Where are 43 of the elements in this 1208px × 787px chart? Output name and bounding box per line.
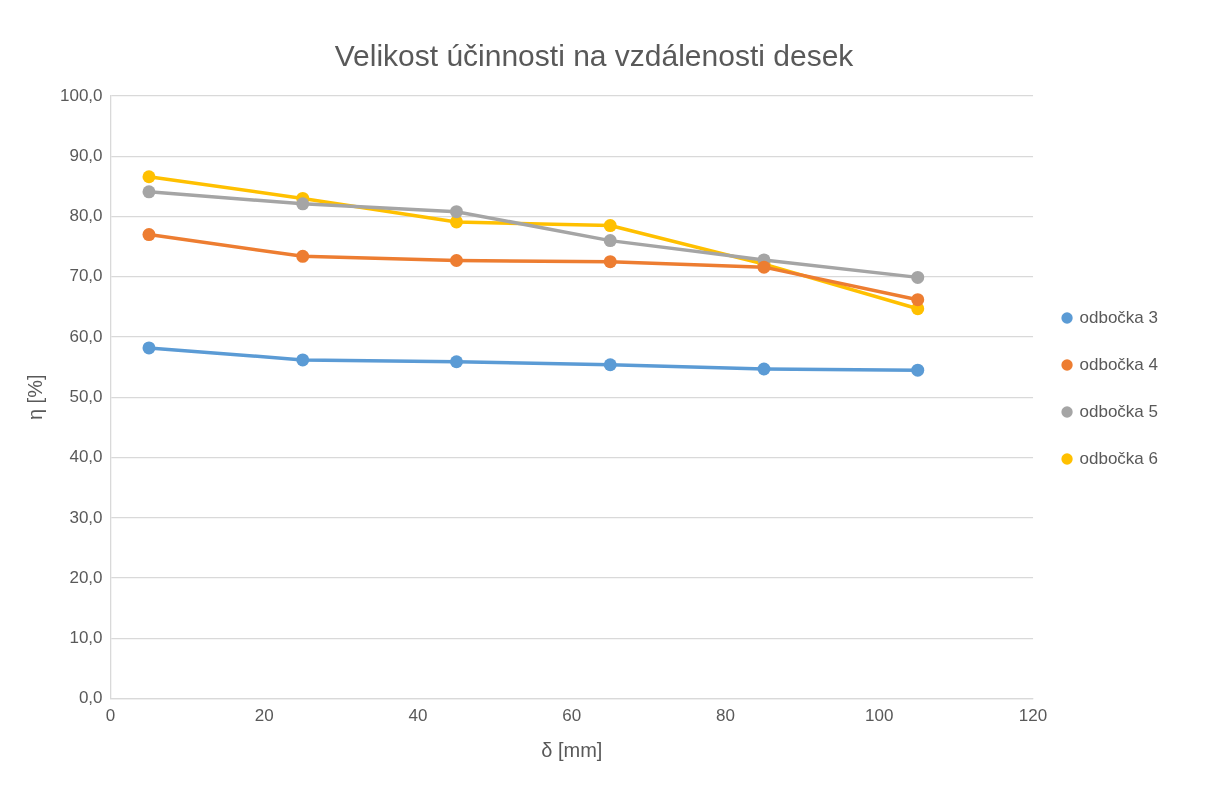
point — [603, 219, 617, 233]
point — [142, 170, 156, 184]
x-tick-label: 40 — [408, 706, 428, 726]
legend-label: odbočka 3 — [1079, 307, 1158, 327]
point — [603, 234, 617, 248]
x-axis-title: δ [mm] — [541, 738, 603, 761]
legend-label: odbočka 6 — [1079, 448, 1158, 468]
x-tick-label: 60 — [562, 706, 582, 726]
y-tick-label: 0,0 — [78, 688, 103, 708]
y-tick-label: 50,0 — [69, 386, 103, 406]
y-tick-label: 10,0 — [69, 628, 103, 648]
point — [142, 228, 156, 242]
x-tick-label: 20 — [254, 706, 274, 726]
x-tick-label: 0 — [105, 706, 116, 726]
point — [449, 254, 463, 268]
point — [911, 270, 925, 284]
x-tick-label: 80 — [716, 706, 736, 726]
point — [296, 249, 310, 263]
y-tick-label: 100,0 — [59, 85, 103, 105]
point — [911, 363, 925, 377]
point — [603, 358, 617, 372]
point — [449, 355, 463, 369]
point — [603, 255, 617, 269]
y-tick-label: 80,0 — [69, 206, 103, 226]
y-tick-label: 70,0 — [69, 266, 103, 286]
point — [142, 341, 156, 355]
legend-label: odbočka 5 — [1079, 401, 1158, 421]
chart-title: Velikost účinnosti na vzdálenosti desek — [334, 39, 855, 73]
y-tick-label: 90,0 — [69, 145, 103, 165]
legend-label: odbočka 4 — [1079, 354, 1158, 374]
point — [911, 293, 925, 307]
point — [296, 353, 310, 367]
point — [757, 362, 771, 376]
y-axis-title: η [%] — [23, 374, 46, 421]
point — [449, 205, 463, 219]
x-tick-label: 100 — [865, 706, 894, 726]
point — [142, 185, 156, 199]
y-tick-label: 60,0 — [69, 326, 103, 346]
y-tick-label: 40,0 — [69, 447, 103, 467]
point — [296, 197, 310, 211]
y-tick-label: 20,0 — [69, 567, 103, 587]
y-tick-label: 30,0 — [69, 507, 103, 527]
x-tick-label: 120 — [1018, 706, 1048, 726]
